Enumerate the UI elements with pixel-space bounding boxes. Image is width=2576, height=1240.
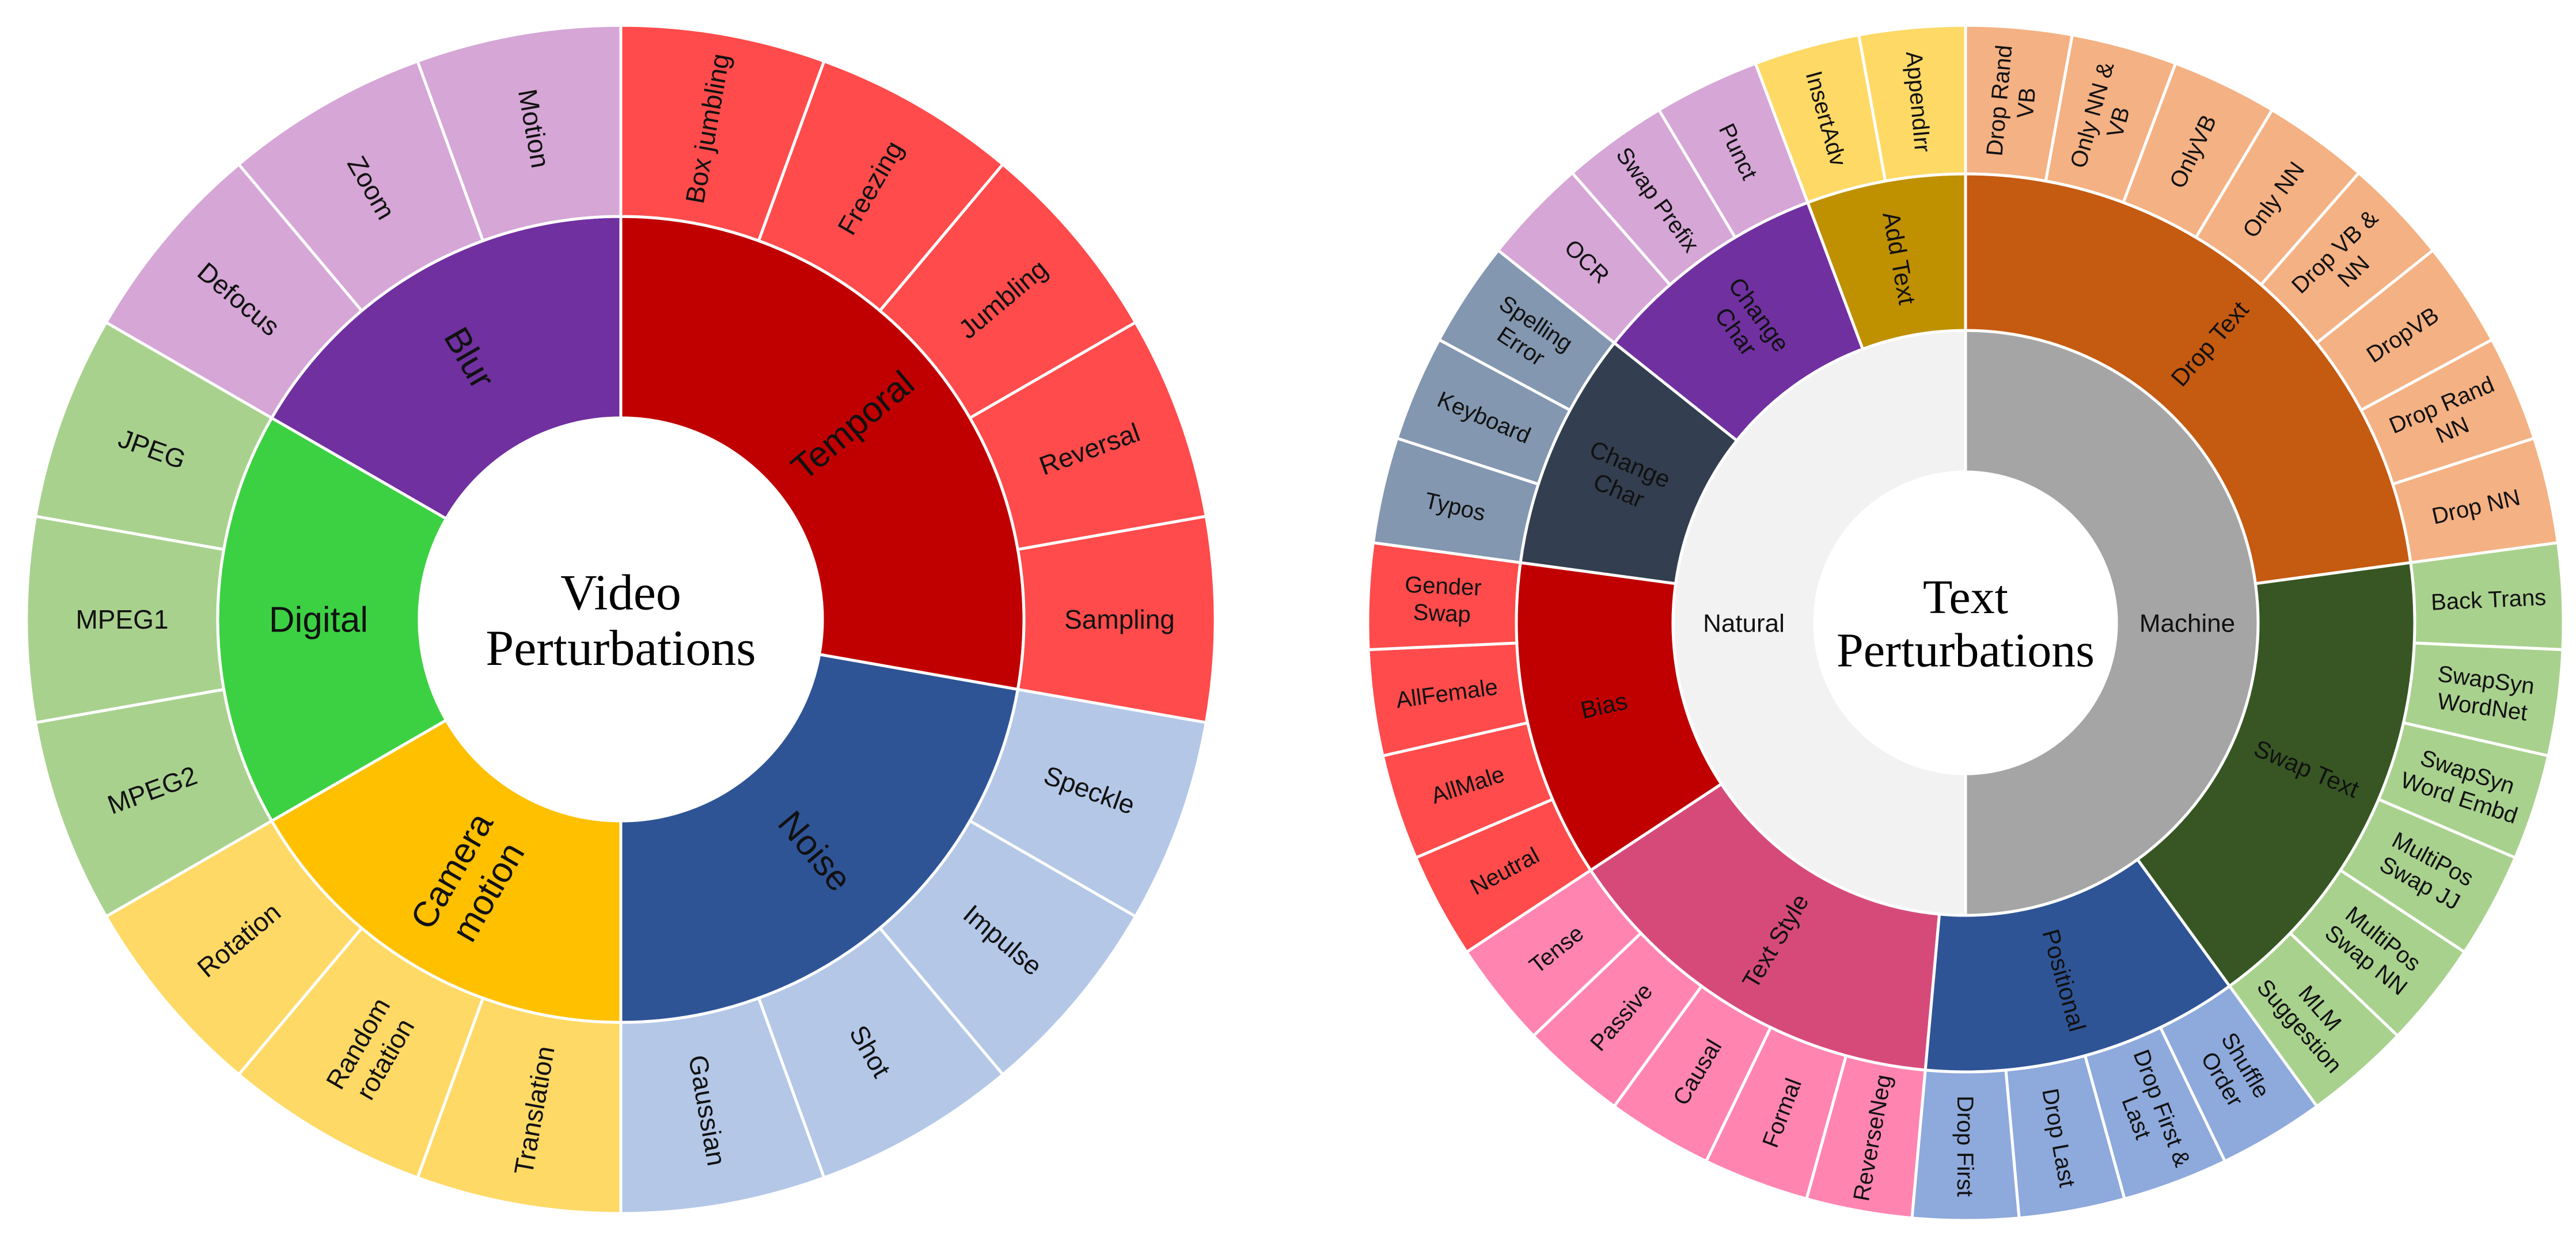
ring-machine-label-line: Machine	[2139, 609, 2235, 637]
leaf-sampling-label-line: Sampling	[1064, 604, 1175, 634]
leaf-drop-rand-vb-label-line: VB	[2013, 86, 2041, 119]
leaf-drop-first-label-line: Drop First	[1952, 1096, 1978, 1197]
center-hole	[1813, 470, 2118, 775]
ring-natural-label-line: Natural	[1703, 609, 1785, 637]
group-digital-3-label-line: Digital	[269, 600, 368, 640]
leaf-back-trans-label-line: Back Trans	[2430, 585, 2547, 615]
center-title-line: Text	[1923, 570, 2008, 624]
ring-machine-label: Machine	[2139, 609, 2235, 637]
center-title-line: Perturbations	[1837, 624, 2095, 678]
leaf-mpeg1-label-line: MPEG1	[75, 604, 168, 634]
center-hole	[418, 416, 824, 823]
leaf-sampling-label: Sampling	[1064, 604, 1175, 634]
leaf-back-trans-label: Back Trans	[2430, 585, 2547, 615]
center-title-line: Perturbations	[485, 621, 756, 676]
leaf-gender-swap-label-line: Gender	[1404, 572, 1482, 601]
center-title-line: Video	[560, 565, 681, 621]
leaf-drop-first-label: Drop First	[1952, 1096, 1978, 1197]
ring-natural-label: Natural	[1703, 609, 1785, 637]
leaf-appendirr-segment	[1857, 24, 1967, 183]
leaf-mpeg1-label: MPEG1	[75, 604, 168, 634]
leaf-gender-swap-label: GenderSwap	[1403, 572, 1482, 628]
group-digital-3-label: Digital	[269, 600, 368, 640]
leaf-motion-segment	[415, 24, 623, 243]
leaf-gender-swap-label-line: Swap	[1413, 600, 1471, 627]
